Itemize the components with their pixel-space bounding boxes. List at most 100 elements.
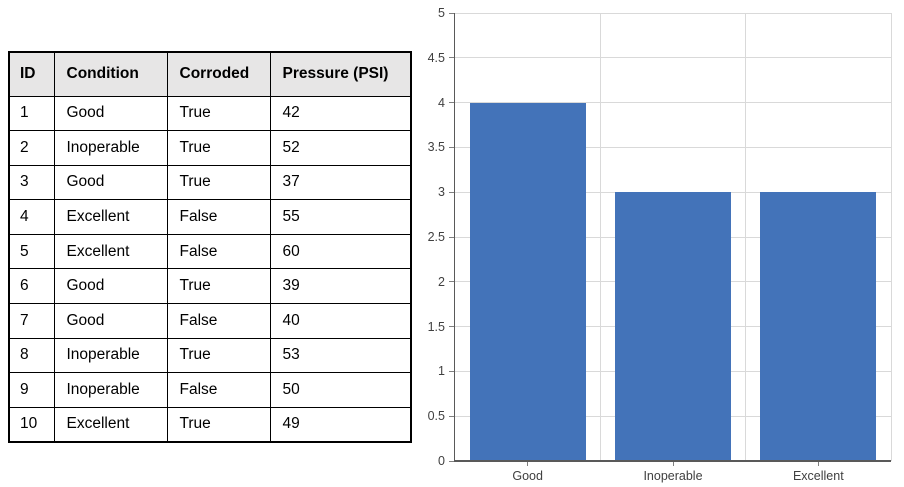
table-cell: 55 bbox=[269, 199, 412, 235]
table-cell: 2 bbox=[8, 130, 55, 166]
y-axis-tick-label: 0.5 bbox=[427, 409, 445, 424]
x-gridline bbox=[599, 13, 601, 461]
column-header: Corroded bbox=[166, 51, 271, 97]
table-cell: 52 bbox=[269, 130, 412, 166]
y-axis-tick bbox=[449, 191, 454, 193]
table-row: 6 Good True 39 bbox=[8, 268, 412, 305]
x-axis-tick bbox=[672, 461, 674, 466]
table-row: 7 Good False 40 bbox=[8, 303, 412, 339]
table-cell: 5 bbox=[8, 233, 55, 270]
table-cell: False bbox=[166, 372, 271, 408]
table-cell: Inoperable bbox=[53, 337, 168, 374]
table-cell: 39 bbox=[269, 268, 412, 305]
table-cell: Good bbox=[53, 268, 168, 305]
table-cell: 10 bbox=[8, 406, 55, 443]
table-body: 1 Good True 42 2 Inoperable True 52 3 Good True 37 4… bbox=[8, 95, 412, 443]
table-header-row: ID Condition Corroded Pressure (PSI) bbox=[8, 51, 412, 97]
y-gridline bbox=[455, 102, 891, 104]
pipe-records-table: ID Condition Corroded Pressure (PSI) 1 Good T… bbox=[8, 51, 412, 443]
y-axis-tick-label: 1.5 bbox=[427, 319, 445, 334]
y-axis-tick-label: 2 bbox=[438, 274, 445, 289]
y-axis-tick bbox=[449, 460, 454, 462]
table-cell: 3 bbox=[8, 164, 55, 201]
table-cell: Excellent bbox=[53, 199, 168, 235]
table-cell: 53 bbox=[269, 337, 412, 374]
column-header: Pressure (PSI) bbox=[269, 51, 412, 97]
bar-excellent bbox=[760, 192, 877, 461]
column-header: Condition bbox=[53, 51, 168, 97]
table-cell: Excellent bbox=[53, 406, 168, 443]
table-cell: Inoperable bbox=[53, 130, 168, 166]
table-head: ID Condition Corroded Pressure (PSI) bbox=[8, 51, 412, 97]
table-cell: Good bbox=[53, 303, 168, 339]
condition-count-bar-chart: 0 0.5 1 1.5 2 2.5 3 3.5 4 4.5 5 Good Inoperable Excel… bbox=[428, 6, 892, 483]
table-cell: True bbox=[166, 95, 271, 132]
y-axis-tick-label: 4 bbox=[438, 95, 445, 110]
table-row: 10 Excellent True 49 bbox=[8, 406, 412, 443]
y-axis-tick bbox=[449, 146, 454, 148]
y-axis-tick bbox=[449, 326, 454, 328]
y-axis-tick bbox=[449, 12, 454, 14]
table-cell: 8 bbox=[8, 337, 55, 374]
table-cell: Excellent bbox=[53, 233, 168, 270]
table-cell: 37 bbox=[269, 164, 412, 201]
y-axis-tick-label: 3 bbox=[438, 185, 445, 200]
table-cell: 60 bbox=[269, 233, 412, 270]
table-row: 3 Good True 37 bbox=[8, 164, 412, 201]
table-cell: True bbox=[166, 268, 271, 305]
y-gridline bbox=[455, 191, 891, 193]
y-axis-tick-label: 5 bbox=[438, 6, 445, 20]
table-row: 2 Inoperable True 52 bbox=[8, 130, 412, 166]
x-axis-tick bbox=[817, 461, 819, 466]
bar-inoperable bbox=[615, 192, 731, 461]
y-axis-tick bbox=[449, 102, 454, 104]
y-axis-tick bbox=[449, 236, 454, 238]
y-gridline bbox=[455, 12, 891, 14]
table-row: 1 Good True 42 bbox=[8, 95, 412, 132]
y-gridline bbox=[455, 146, 891, 148]
table-cell: 7 bbox=[8, 303, 55, 339]
table-cell: 50 bbox=[269, 372, 412, 408]
y-axis-tick bbox=[449, 370, 454, 372]
table-cell: 40 bbox=[269, 303, 412, 339]
x-axis-category-label: Excellent bbox=[792, 469, 844, 483]
y-gridline bbox=[455, 57, 891, 59]
table-cell: True bbox=[166, 406, 271, 443]
table-cell: 42 bbox=[269, 95, 412, 132]
table-cell: 1 bbox=[8, 95, 55, 132]
table-cell: False bbox=[166, 199, 271, 235]
y-axis-tick bbox=[449, 57, 454, 59]
y-axis-line bbox=[454, 13, 456, 461]
x-axis-line bbox=[454, 460, 891, 462]
table-row: 5 Excellent False 60 bbox=[8, 233, 412, 270]
y-axis-tick-label: 0 bbox=[438, 454, 445, 468]
x-axis-category-label: Inoperable bbox=[643, 469, 703, 483]
table-cell: True bbox=[166, 130, 271, 166]
bar-good bbox=[469, 102, 586, 461]
column-header: ID bbox=[8, 51, 55, 97]
table-row: 4 Excellent False 55 bbox=[8, 199, 412, 235]
table-cell: Good bbox=[53, 164, 168, 201]
table-cell: True bbox=[166, 337, 271, 374]
table-row: 8 Inoperable True 53 bbox=[8, 337, 412, 374]
x-axis-tick bbox=[527, 461, 529, 466]
y-axis-tick-label: 4.5 bbox=[427, 50, 445, 65]
table-cell: 49 bbox=[269, 406, 412, 443]
table-cell: 9 bbox=[8, 372, 55, 408]
y-axis-tick-label: 3.5 bbox=[427, 140, 445, 155]
y-axis-tick bbox=[449, 281, 454, 283]
table-cell: 6 bbox=[8, 268, 55, 305]
table-cell: True bbox=[166, 164, 271, 201]
y-axis-tick bbox=[449, 415, 454, 417]
table-cell: Inoperable bbox=[53, 372, 168, 408]
table-cell: 4 bbox=[8, 199, 55, 235]
table-cell: False bbox=[166, 233, 271, 270]
x-gridline bbox=[890, 13, 892, 461]
table-row: 9 Inoperable False 50 bbox=[8, 372, 412, 408]
table-cell: Good bbox=[53, 95, 168, 132]
x-gridline bbox=[745, 13, 747, 461]
y-axis-tick-label: 2.5 bbox=[427, 230, 445, 244]
x-axis-category-label: Good bbox=[512, 469, 543, 483]
y-axis-tick-label: 1 bbox=[438, 364, 445, 379]
